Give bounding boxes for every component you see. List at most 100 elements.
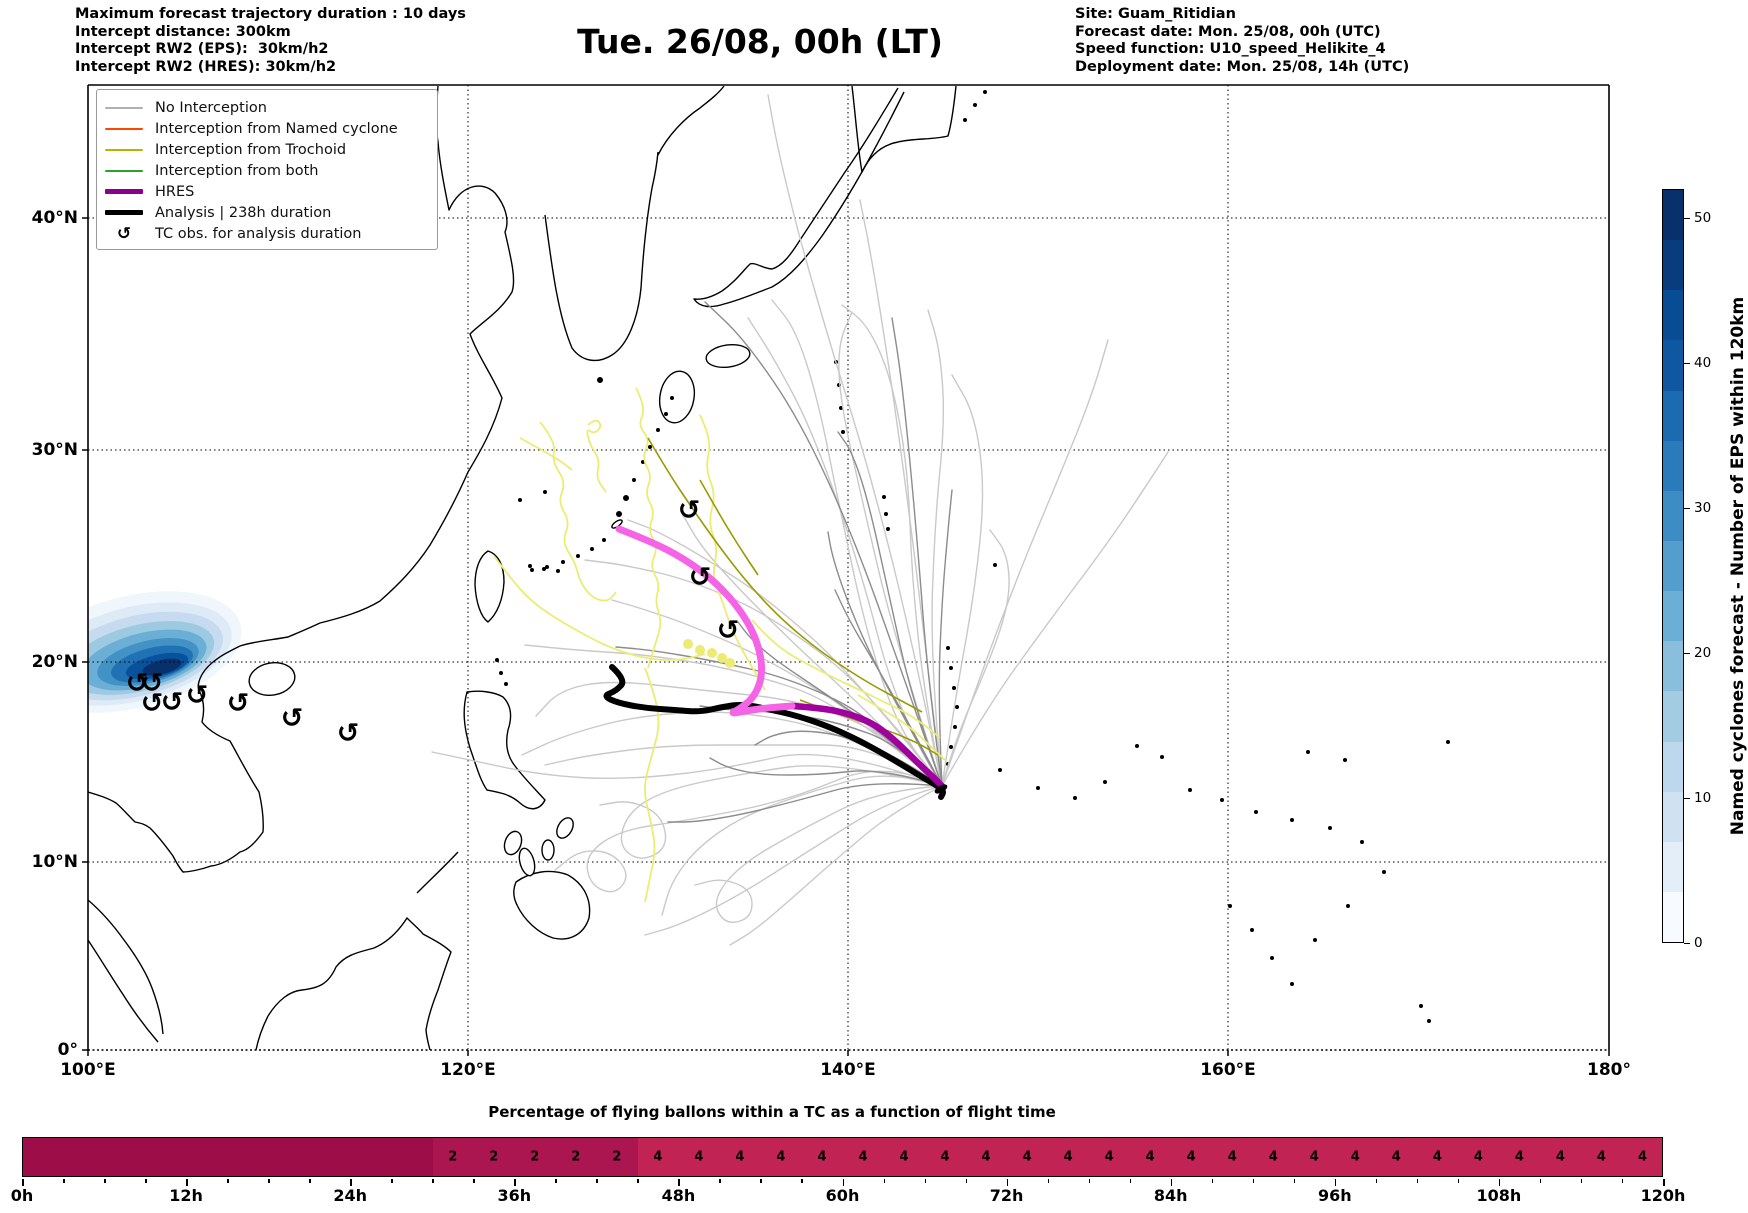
timeline-minor-tick: [1252, 1179, 1255, 1183]
colorbar-tick-label: 0: [1694, 935, 1703, 951]
legend-line-sample: [105, 189, 143, 194]
timeline-minor-tick: [883, 1179, 886, 1183]
timeline-minor-tick: [104, 1179, 106, 1183]
timeline-minor-tick: [1047, 1179, 1050, 1183]
timeline-cell-value: 4: [1309, 1149, 1319, 1165]
timeline-cell-value: 4: [1227, 1149, 1237, 1165]
legend-item: Analysis | 238h duration: [105, 202, 429, 223]
colorbar-slice: [1663, 691, 1683, 742]
timeline-cell-value: 4: [1432, 1149, 1442, 1165]
tc-obs-icon: ↺: [105, 225, 143, 242]
colorbar-slice: [1663, 490, 1683, 541]
timeline-tick-label: 0h: [10, 1186, 34, 1205]
colorbar-tick-mark: [1684, 798, 1690, 799]
timeline-tick-label: 96h: [1317, 1186, 1352, 1205]
colorbar-slice: [1663, 641, 1683, 692]
timeline-minor-tick: [63, 1179, 65, 1183]
legend-item-label: TC obs. for analysis duration: [155, 225, 362, 242]
legend-item: No Interception: [105, 97, 429, 118]
timeline-cell-value: 2: [489, 1149, 499, 1165]
latitude-tick-label: 40°N: [31, 208, 78, 228]
timeline-cell-value: 4: [940, 1149, 950, 1165]
timeline-tick-label: 60h: [825, 1186, 860, 1205]
timeline-minor-tick: [268, 1179, 270, 1183]
timeline-segment: [23, 1138, 433, 1176]
timeline-minor-tick: [227, 1179, 229, 1183]
legend-line-sample: [105, 169, 143, 172]
timeline-cell-value: 4: [1391, 1149, 1401, 1165]
info-line: Maximum forecast trajectory duration : 1…: [75, 6, 466, 22]
legend-line-sample: [105, 127, 143, 130]
timeline-minor-tick: [596, 1179, 598, 1183]
timeline-segment: [432, 1138, 638, 1176]
svg-text:↺: ↺: [161, 687, 184, 718]
timeline-tick-mark: [1006, 1179, 1009, 1186]
latitude-tick-label: 30°N: [31, 440, 78, 460]
legend-item-label: HRES: [155, 183, 195, 200]
timeline-minor-tick: [1088, 1179, 1091, 1183]
timeline-cell-value: 2: [612, 1149, 622, 1165]
timeline-tick-mark: [842, 1179, 844, 1186]
timeline-tick-label: 36h: [497, 1186, 532, 1205]
timeline-cell-value: 4: [858, 1149, 868, 1165]
timeline-tick-mark: [1334, 1179, 1337, 1186]
colorbar-tick-mark: [1684, 943, 1690, 944]
timeline-segment: [637, 1138, 1662, 1176]
timeline-minor-tick: [1416, 1179, 1419, 1183]
timeline-minor-tick: [432, 1179, 434, 1183]
map-frame: [82, 84, 1610, 1056]
timeline-minor-tick: [391, 1179, 393, 1183]
colorbar-tick-label: 10: [1694, 790, 1712, 806]
site-metadata-block: Site: Guam_Ritidian Forecast date: Mon. 2…: [1075, 6, 1409, 76]
legend-item-label: Analysis | 238h duration: [155, 204, 332, 221]
timeline-minor-tick: [1211, 1179, 1214, 1183]
legend-item: Interception from both: [105, 160, 429, 181]
timeline-minor-tick: [1375, 1179, 1378, 1183]
coastlines: [88, 85, 957, 1050]
longitude-tick-label: 100°E: [60, 1060, 116, 1080]
svg-text:↺: ↺: [337, 718, 360, 749]
colorbar-slice: [1663, 891, 1683, 943]
legend-item-label: No Interception: [155, 99, 267, 116]
timeline-tick-mark: [514, 1179, 516, 1186]
info-line: Deployment date: Mon. 25/08, 14h (UTC): [1075, 58, 1410, 75]
legend-line-sample: [105, 106, 143, 109]
svg-text:↺: ↺: [141, 688, 164, 719]
timeline-minor-tick: [555, 1179, 557, 1183]
island-dots: [495, 90, 1450, 1023]
timeline-cell-value: 2: [448, 1149, 458, 1165]
info-line: Site: Guam_Ritidian: [1075, 6, 1236, 22]
timeline-minor-tick: [801, 1179, 803, 1183]
trajectories-no-interception: [431, 94, 1169, 946]
timeline-cell-value: 4: [1022, 1149, 1032, 1165]
timeline-minor-tick: [965, 1179, 968, 1183]
legend-item-label: Interception from Trochoid: [155, 141, 347, 158]
launch-site-marker: [934, 784, 948, 794]
page-title: Tue. 26/08, 00h (LT): [577, 22, 943, 61]
tc-obs-markers: ↺↺↺↺ ↺ ↺ ↺ ↺↺↺↺: [126, 495, 740, 749]
colorbar-slice: [1663, 841, 1683, 892]
hres-track-pink: [615, 525, 796, 717]
colorbar-tick-label: 40: [1694, 355, 1712, 371]
legend-item: Interception from Trochoid: [105, 139, 429, 160]
svg-text:↺: ↺: [281, 703, 304, 734]
timeline-minor-tick: [924, 1179, 927, 1183]
colorbar-slice: [1663, 591, 1683, 642]
latitude-tick-label: 10°N: [31, 852, 78, 872]
info-line: Intercept RW2 (HRES): 30km/h2: [75, 58, 337, 75]
legend-item-label: Interception from Named cyclone: [155, 120, 398, 137]
map-layers: ↺↺↺↺ ↺ ↺ ↺ ↺↺↺↺: [88, 85, 1609, 1050]
colorbar-tick-label: 20: [1694, 645, 1712, 661]
timeline-tick-label: 12h: [169, 1186, 203, 1205]
colorbar-slice: [1663, 190, 1683, 241]
timeline-minor-tick: [637, 1179, 639, 1183]
svg-text:↺: ↺: [227, 688, 250, 719]
timeline-tick-mark: [350, 1179, 352, 1186]
timeline-cell-value: 4: [1637, 1149, 1648, 1165]
timeline-cell-value: 4: [817, 1149, 827, 1165]
colorbar-tick-label: 30: [1694, 500, 1712, 516]
legend-item: Interception from Named cyclone: [105, 118, 429, 139]
colorbar-slice: [1663, 540, 1683, 592]
timeline-tick-mark: [1170, 1179, 1173, 1186]
timeline-cell-value: 4: [1555, 1149, 1565, 1165]
